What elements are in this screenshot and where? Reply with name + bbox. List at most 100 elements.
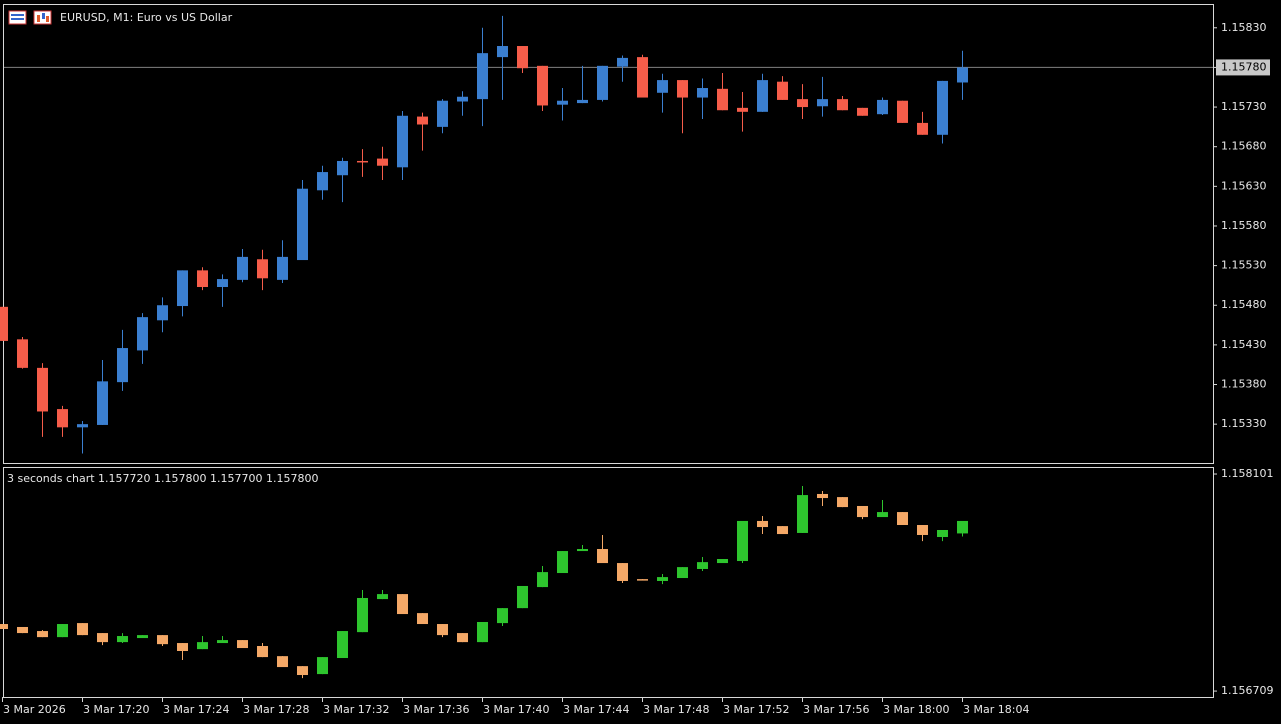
x-tick-label: 3 Mar 18:00 xyxy=(883,703,949,716)
y-tick-label: 1.15430 xyxy=(1221,338,1267,351)
candle-body xyxy=(577,99,588,104)
candle-body xyxy=(937,529,948,538)
candle-body xyxy=(637,57,648,98)
candle-body xyxy=(697,562,708,569)
candle-body xyxy=(17,339,28,368)
x-tick-label: 3 Mar 17:40 xyxy=(483,703,549,716)
candle-body xyxy=(577,549,588,552)
candle-body xyxy=(0,306,8,341)
y-tick-label: 1.15530 xyxy=(1221,259,1267,272)
candle-body xyxy=(137,635,148,639)
candle-body xyxy=(797,495,808,533)
candle-body xyxy=(557,100,568,105)
candle-body xyxy=(957,520,968,534)
candle-body xyxy=(657,80,668,93)
candle-body xyxy=(597,549,608,564)
icon xyxy=(11,14,24,16)
candle-body xyxy=(617,563,628,581)
candle-body xyxy=(317,657,328,675)
candle-body xyxy=(117,636,128,643)
candle-body xyxy=(237,256,248,280)
candle-body xyxy=(837,99,848,111)
candle-body xyxy=(757,520,768,528)
x-tick-label: 3 Mar 17:56 xyxy=(803,703,869,716)
candle-body xyxy=(297,188,308,261)
symbol-icons xyxy=(8,10,52,25)
candle-body xyxy=(777,526,788,535)
candle-body xyxy=(37,367,48,412)
candle-body xyxy=(737,107,748,112)
candle-body xyxy=(677,567,688,579)
candle-body xyxy=(417,613,428,625)
candle-body xyxy=(777,81,788,100)
y-tick-label: 1.15330 xyxy=(1221,417,1267,430)
sub-panel-frame xyxy=(3,467,1214,698)
y-tick-label: 1.15680 xyxy=(1221,140,1267,153)
y-tick-label: 1.15630 xyxy=(1221,179,1267,192)
candle-body xyxy=(497,46,508,58)
candle-body xyxy=(537,65,548,106)
candle-body xyxy=(97,633,108,643)
y-tick-label: 1.15830 xyxy=(1221,21,1267,34)
y-tick-label: 1.158101 xyxy=(1221,467,1274,480)
x-tick-label: 3 Mar 18:04 xyxy=(963,703,1029,716)
candle-body xyxy=(817,99,828,107)
sub-chart-title: 3 seconds chart 1.157720 1.157800 1.1577… xyxy=(7,472,318,485)
x-tick-label: 3 Mar 17:32 xyxy=(323,703,389,716)
candle-body xyxy=(57,409,68,428)
candle-body xyxy=(457,96,468,102)
candle-body xyxy=(17,626,28,634)
candle-body xyxy=(357,597,368,633)
candle-body xyxy=(397,594,408,615)
candle-body xyxy=(437,624,448,636)
candle-body xyxy=(217,640,228,644)
x-tick-label: 3 Mar 17:44 xyxy=(563,703,629,716)
candle-body xyxy=(477,53,488,100)
candle-body xyxy=(397,115,408,168)
candle-body xyxy=(177,270,188,307)
candle-body xyxy=(357,160,368,163)
y-tick-label: 1.15730 xyxy=(1221,100,1267,113)
candle-body xyxy=(377,594,388,600)
x-tick-label: 3 Mar 2026 xyxy=(3,703,66,716)
candle-body xyxy=(717,559,728,564)
candle-body xyxy=(497,608,508,624)
y-tick-label: 1.156709 xyxy=(1221,684,1274,697)
price-label: 1.15780 xyxy=(1221,60,1267,73)
icon xyxy=(46,16,49,22)
y-tick-label: 1.15380 xyxy=(1221,378,1267,391)
candle-body xyxy=(317,172,328,191)
icon xyxy=(37,15,40,22)
candle-body xyxy=(217,279,228,288)
candle-body xyxy=(697,88,708,98)
main-panel-frame xyxy=(3,4,1214,464)
candle-body xyxy=(37,631,48,638)
candle-body xyxy=(237,640,248,649)
candle-body xyxy=(437,100,448,127)
x-tick-label: 3 Mar 17:24 xyxy=(163,703,229,716)
candle-body xyxy=(177,643,188,651)
candle-body xyxy=(957,67,968,83)
candle-body xyxy=(57,624,68,638)
candle-body xyxy=(137,317,148,351)
candle-body xyxy=(897,100,908,123)
candle-body xyxy=(377,158,388,166)
candle-body xyxy=(757,80,768,112)
candle-body xyxy=(337,631,348,659)
candle-body xyxy=(517,585,528,609)
candle-body xyxy=(837,497,848,508)
candle-body xyxy=(897,512,908,526)
y-tick-label: 1.15480 xyxy=(1221,298,1267,311)
candle-body xyxy=(617,57,628,67)
candle-body xyxy=(637,579,648,581)
candle-body xyxy=(677,80,688,98)
candle-body xyxy=(337,160,348,176)
candle-body xyxy=(157,635,168,645)
candle-body xyxy=(657,577,668,581)
candle-body xyxy=(0,624,8,630)
candle-body xyxy=(157,305,168,321)
candle-body xyxy=(937,80,948,135)
x-tick-label: 3 Mar 17:52 xyxy=(723,703,789,716)
chart-title: EURUSD, M1: Euro vs US Dollar xyxy=(60,11,233,24)
